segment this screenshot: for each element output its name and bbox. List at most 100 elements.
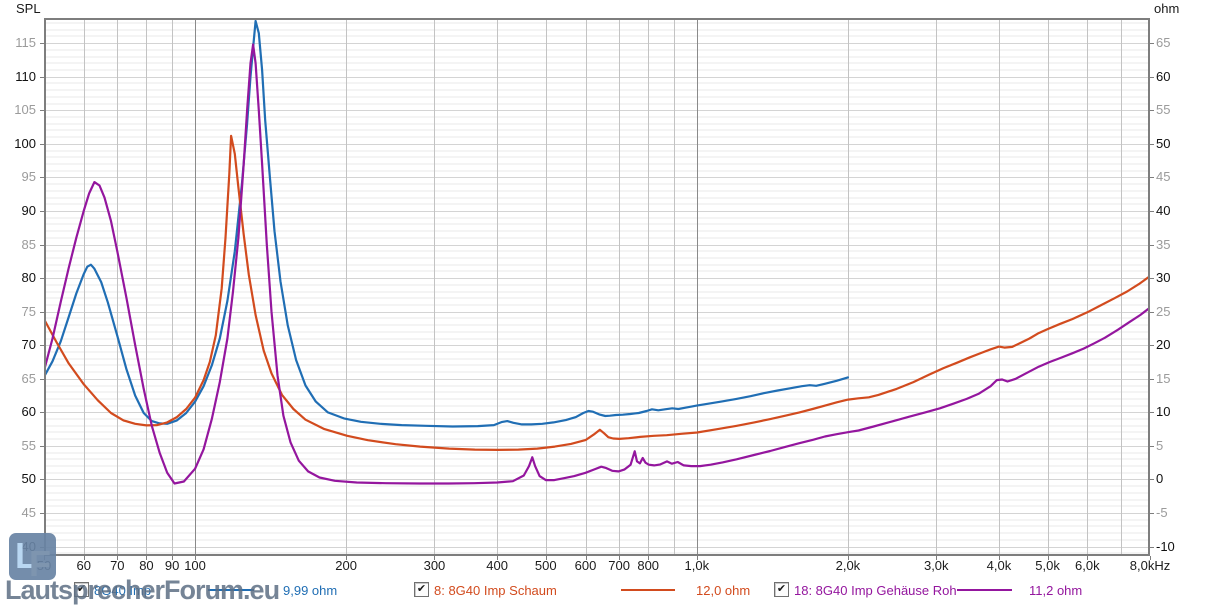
x-label-1000: 1,0k (684, 558, 710, 573)
x-label-6000: 6,0k (1075, 558, 1100, 573)
axis-tick (40, 144, 44, 145)
axis-tick (117, 556, 118, 560)
y-right-label-0: 0 (1156, 471, 1164, 487)
axis-tick (848, 556, 849, 560)
axis-tick (586, 556, 587, 560)
x-label-60: 60 (76, 558, 91, 573)
logo-letter-l: L (15, 535, 37, 576)
legend-value-purple: 11,2 ohm (1029, 583, 1083, 598)
axis-tick (497, 556, 498, 560)
axis-tick (40, 245, 44, 246)
y-right-label-60: 60 (1156, 68, 1171, 84)
axis-tick (40, 345, 44, 346)
axis-tick (434, 556, 435, 560)
x-label-300: 300 (423, 558, 446, 573)
x-label-400: 400 (486, 558, 509, 573)
axis-tick (40, 446, 44, 447)
x-label-8000: 8,0kHz (1129, 558, 1171, 573)
y-right-label-50: 50 (1156, 135, 1171, 151)
axis-tick (1150, 177, 1154, 178)
legend-checkbox-orange[interactable]: ✔ (414, 582, 429, 597)
x-label-600: 600 (574, 558, 597, 573)
axis-tick (346, 556, 347, 560)
y-right-label-30: 30 (1156, 270, 1171, 286)
axis-tick (40, 379, 44, 380)
curve-purple (44, 43, 1150, 485)
axis-tick (1150, 446, 1154, 447)
axis-tick (40, 278, 44, 279)
y-right-label--5: -5 (1156, 505, 1168, 521)
legend-line-sample-purple (957, 589, 1012, 591)
x-label-800: 800 (637, 558, 660, 573)
axis-tick (40, 479, 44, 480)
axis-tick (1150, 211, 1154, 212)
y-left-label-80: 80 (21, 270, 36, 286)
right-axis-title: ohm (1154, 1, 1180, 16)
y-left-label-90: 90 (21, 202, 36, 218)
axis-tick (546, 556, 547, 560)
y-left-label-75: 75 (21, 303, 36, 319)
axis-tick (619, 556, 620, 560)
legend-value-orange: 12,0 ohm (696, 583, 751, 598)
axis-tick (1150, 245, 1154, 246)
x-label-700: 700 (608, 558, 630, 573)
y-right-label-5: 5 (1156, 437, 1164, 453)
axis-tick (936, 556, 937, 560)
axis-tick (40, 513, 44, 514)
y-left-label-100: 100 (14, 135, 36, 151)
axis-tick (1087, 556, 1088, 560)
plot-background (44, 18, 1150, 556)
axis-tick (84, 556, 85, 560)
axis-tick (1150, 345, 1154, 346)
axis-tick (40, 177, 44, 178)
x-label-4000: 4,0k (986, 558, 1012, 573)
axis-tick (195, 556, 196, 560)
plot-border (44, 18, 1150, 556)
x-label-70: 70 (110, 558, 125, 573)
axis-tick (146, 556, 147, 560)
y-left-label-65: 65 (21, 370, 36, 386)
y-left-label-110: 110 (15, 68, 36, 84)
axis-tick (1150, 513, 1154, 514)
axis-tick (40, 110, 44, 111)
x-label-500: 500 (534, 558, 557, 573)
logo-letter-f: F (29, 543, 51, 580)
x-label-200: 200 (335, 558, 357, 573)
y-left-label-95: 95 (21, 169, 36, 185)
axis-tick (648, 556, 649, 560)
axis-tick (1048, 556, 1049, 560)
x-label-3000: 3,0k (923, 558, 949, 573)
legend-checkbox-purple[interactable]: ✔ (774, 582, 789, 597)
axis-tick (172, 556, 173, 560)
y-right-label-10: 10 (1156, 404, 1171, 420)
y-left-label-105: 105 (14, 102, 36, 118)
y-right-label--10: -10 (1156, 538, 1175, 554)
x-label-2000: 2,0k (835, 558, 861, 573)
y-left-label-70: 70 (21, 337, 36, 353)
y-left-label-85: 85 (21, 236, 36, 252)
y-left-label-55: 55 (21, 437, 36, 453)
axis-tick (1150, 312, 1154, 313)
forum-logo: L F (9, 533, 56, 580)
y-left-label-60: 60 (21, 404, 36, 420)
legend-checkbox-blue[interactable]: ✔ (74, 582, 89, 597)
legend-label-blue: 8G40 Imp (94, 583, 152, 598)
y-right-label-65: 65 (1156, 35, 1171, 51)
impedance-plot-svg (44, 18, 1150, 556)
axis-tick (1150, 479, 1154, 480)
axis-tick (1150, 556, 1151, 560)
x-label-100: 100 (184, 558, 206, 573)
axis-tick (1150, 547, 1154, 548)
x-label-5000: 5,0k (1035, 558, 1060, 573)
axis-tick (1150, 43, 1154, 44)
axis-tick (999, 556, 1000, 560)
curve-orange (44, 134, 1150, 451)
x-label-90: 90 (164, 558, 180, 573)
axis-tick (1150, 77, 1154, 78)
y-right-label-55: 55 (1156, 102, 1171, 118)
legend-value-blue: 9,99 ohm (283, 583, 338, 598)
left-axis-title: SPL (16, 1, 41, 16)
axis-tick (1150, 412, 1154, 413)
y-right-label-20: 20 (1156, 337, 1171, 353)
